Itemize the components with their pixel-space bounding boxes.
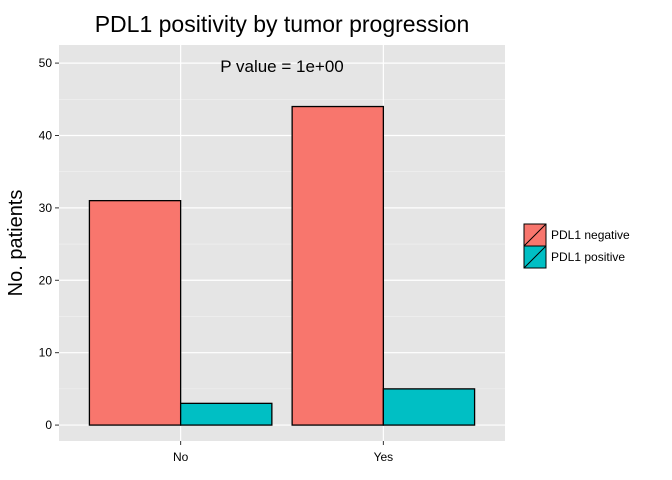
legend-label: PDL1 positive	[551, 250, 625, 264]
bar-pdl1-positive-no	[179, 402, 273, 426]
y-tick-label: 10	[39, 346, 53, 360]
bars	[88, 105, 476, 426]
y-tick-label: 0	[45, 418, 52, 432]
y-axis-label: No. patients	[5, 190, 27, 297]
legend: PDL1 negative PDL1 positive	[523, 223, 630, 269]
p-value-annotation: P value = 1e+00	[220, 57, 344, 76]
x-axis-ticks: No Yes	[173, 441, 393, 464]
bar-pdl1-positive-yes	[382, 388, 476, 426]
bar-pdl1-negative-yes	[291, 105, 385, 426]
legend-label: PDL1 negative	[551, 228, 630, 242]
y-tick-label: 50	[39, 56, 53, 70]
y-tick-label: 20	[39, 273, 53, 287]
y-tick-label: 40	[39, 128, 53, 142]
x-tick-label: No	[173, 450, 189, 464]
y-tick-label: 30	[39, 201, 53, 215]
legend-key-slash	[523, 245, 547, 269]
y-axis-ticks: 0 10 20 30 40 50	[39, 56, 59, 432]
legend-key-slash	[523, 223, 547, 247]
x-tick-label: Yes	[374, 450, 394, 464]
chart-title: PDL1 positivity by tumor progression	[95, 11, 470, 37]
bar-pdl1-negative-no	[88, 199, 182, 426]
